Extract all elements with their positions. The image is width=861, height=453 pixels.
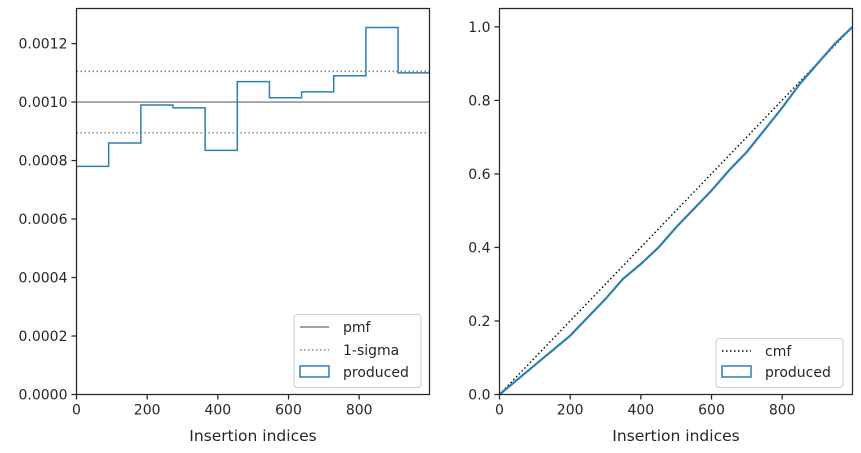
y-tick-label: 0.2 [468,314,490,330]
y-tick-label: 0.8 [468,93,490,109]
x-tick-label: 400 [627,403,654,419]
x-tick-label: 0 [72,403,81,419]
x-tick-label: 800 [346,403,373,419]
cmf-x-axis-label: Insertion indices [612,427,739,445]
x-tick-label: 400 [204,403,231,419]
produced-step-line [76,26,430,168]
y-tick-label: 0.0002 [19,329,68,345]
y-tick-label: 0.6 [468,167,490,183]
pmf-legend-box [293,314,422,388]
cmf-x-axis: 0 200 400 600 800 [495,394,796,419]
legend-pmf-label: pmf [343,320,372,336]
x-tick-label: 600 [275,403,302,419]
pmf-x-axis: 0 200 400 600 800 [72,394,373,419]
cmf-axes-frame [498,7,854,396]
legend-produced-label-2: produced [765,365,831,381]
x-tick-label: 800 [769,403,796,419]
y-tick-label: 0.0000 [19,388,68,404]
legend-sigma-label: 1-sigma [343,343,399,359]
y-tick-label: 0.4 [468,240,490,256]
cmf-panel: 0 200 400 600 800 0.0 0.2 0.4 0.6 0.8 1.0 Inserti… [468,7,854,445]
y-tick-label: 0.0006 [19,212,68,228]
x-tick-label: 200 [557,403,584,419]
legend-produced-swatch [299,365,330,378]
cmf-line [498,26,854,395]
cmf-plot-area [498,26,854,396]
pmf-panel: 0 200 400 600 800 0.00000.00020.00040.00060.… [19,7,431,445]
y-tick-label: 0.0 [468,388,490,404]
y-tick-label: 0.0012 [19,37,68,53]
produced-line [498,26,854,396]
y-tick-label: 1.0 [468,20,490,36]
pmf-x-axis-label: Insertion indices [189,427,316,445]
pmf-y-axis: 0.0000 0.0002 0.0004 0.0006 0.0008 0.0010 0.00… [19,37,77,404]
cmf-y-axis: 0.0 0.2 0.4 0.6 0.8 1.0 [468,20,500,404]
y-tick-label: 0.0010 [19,95,68,111]
pmf-axes-frame [75,7,431,396]
y-tick-label: 0.0004 [19,271,68,287]
pmf-plot-area [76,26,430,168]
x-tick-label: 600 [698,403,725,419]
legend-cmf-label: cmf [765,344,792,360]
legend-produced-swatch-2 [721,365,752,378]
cmf-legend-box [715,338,844,388]
x-tick-label: 0 [495,403,504,419]
pmf-legend: pmf 1-sigma produced [293,314,422,388]
legend-produced-label: produced [343,365,409,381]
y-tick-label: 0.0008 [19,154,68,170]
cmf-legend: cmf produced [715,338,844,388]
x-tick-label: 200 [134,403,161,419]
